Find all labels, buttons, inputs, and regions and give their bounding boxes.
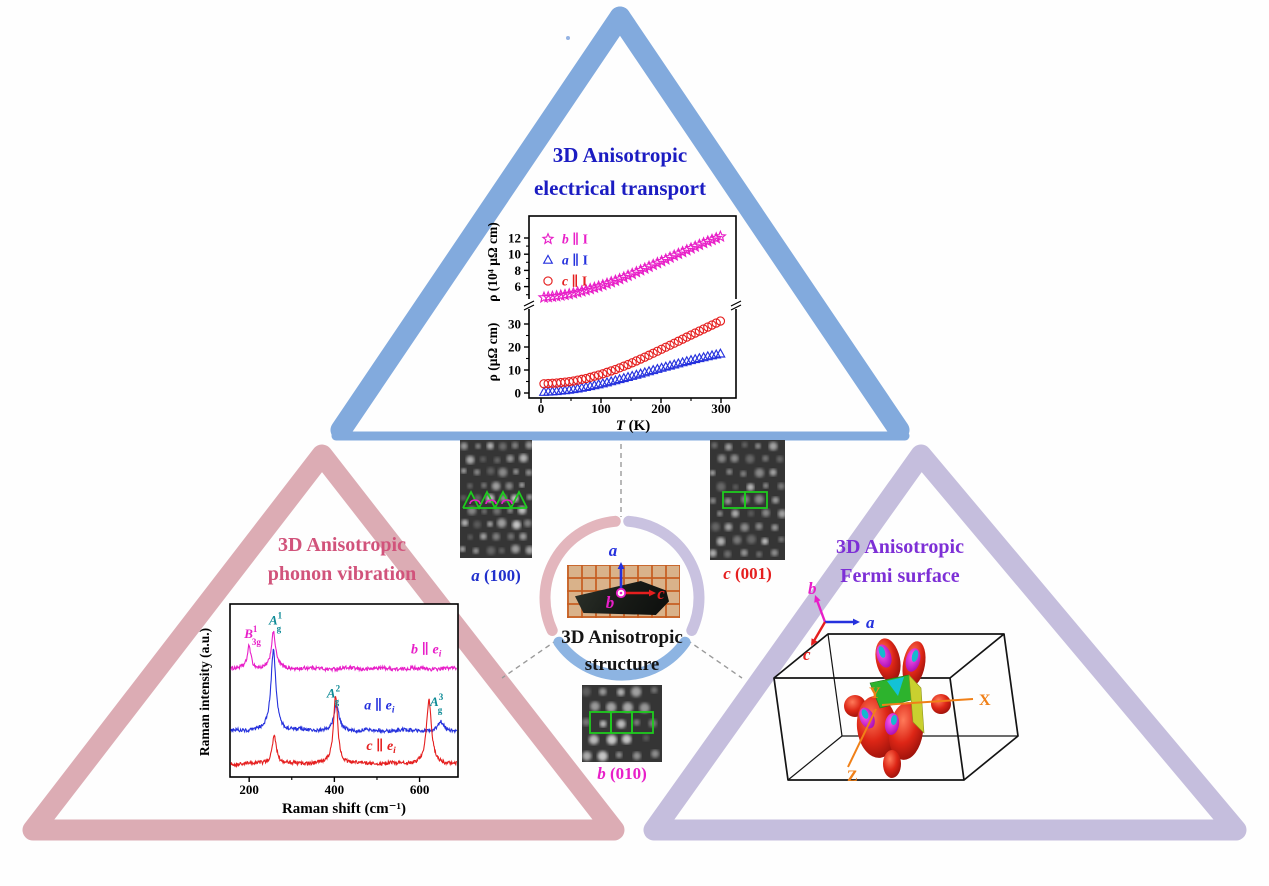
bz-x-axis-line [881,698,974,706]
transport-chart: 01002003006810120102030ρ (10⁴ μΩ cm)ρ (μ… [488,215,742,434]
raman-chart: 200 400 600 Raman shift (cm⁻¹) Raman intensi… [197,603,459,817]
right-title-line1: 3D Anisotropic [836,536,964,558]
svg-text:A3g: A3 g [429,692,444,715]
svg-text:c ∥ I: c ∥ I [562,274,587,289]
svg-text:A1g: A1 g [268,610,283,633]
bz-axes: X Y Z [847,685,991,785]
bz-z-label: Z [847,768,858,785]
svg-text:20: 20 [508,340,521,355]
tem-image-a100 [460,440,532,558]
dashed-connector-lower-right [686,639,743,679]
svg-text:6: 6 [515,279,522,294]
axis-c-label: c [803,645,811,664]
tem-lattice [710,440,785,560]
right-panel-title: 3D Anisotropic Fermi surface [750,533,1050,591]
left-title-line2: phonon vibration [267,563,417,585]
svg-text:400: 400 [325,782,345,797]
svg-text:c ∥ ei: c ∥ ei [366,738,396,756]
svg-text:0: 0 [538,401,545,416]
right-triangle [643,444,1247,841]
tem-label-b010-letter: b [597,764,606,783]
svg-text:a ∥ ei: a ∥ ei [364,697,395,715]
fermi-surface-blobs [844,638,951,778]
tem-lattice [460,440,532,558]
svg-text:T (K): T (K) [616,418,651,434]
svg-text:100: 100 [591,401,611,416]
svg-text:12: 12 [508,231,521,246]
crystal-axes-overlay: a c b [606,541,665,612]
center-title-line1: 3D Anisotropic [561,627,683,648]
svg-text:Raman shift (cm⁻¹): Raman shift (cm⁻¹) [282,801,406,817]
center-ring-blue-arc [553,636,691,681]
svg-text:b ∥ ei: b ∥ ei [411,641,442,659]
svg-text:200: 200 [651,401,671,416]
tem-label-c001: c (001) [700,564,795,584]
fermi-surface-figure: X Y Z b a c [773,579,1019,785]
tem-label-c001-letter: c [723,564,731,583]
svg-text:300: 300 [711,401,731,416]
center-ring-pink-arc [539,515,621,636]
svg-text:200: 200 [239,782,258,797]
tem-label-b010-plane: (010) [605,764,647,783]
svg-text:600: 600 [410,782,430,797]
svg-text:ρ (10⁴ μΩ cm): ρ (10⁴ μΩ cm) [488,222,500,302]
dashed-connector-lower-left [501,639,558,679]
svg-text:30: 30 [508,317,521,332]
bz-x-label: X [979,692,991,709]
crystal-axis-c-label: c [657,584,665,603]
tem-label-a100-plane: (100) [479,566,521,585]
svg-text:10: 10 [508,247,521,262]
tem-label-c001-plane: (001) [730,564,772,583]
top-triangle-right-side [609,6,910,441]
unit-cell-overlay-a100 [462,489,528,511]
bz-z-axis-line [847,708,877,768]
svg-text:0: 0 [515,386,522,401]
svg-text:b ∥ I: b ∥ I [562,232,588,247]
top-triangle-left-side [330,6,631,441]
left-triangle [22,444,625,841]
center-ring-lavender-arc [623,515,705,636]
tem-lattice [582,685,662,762]
svg-text:Raman intensity (a.u.): Raman intensity (a.u.) [197,628,212,756]
svg-text:ρ (μΩ cm): ρ (μΩ cm) [488,323,500,382]
stray-artifact-dot [566,36,570,40]
unit-cell-overlay-b010 [589,711,654,734]
center-title-line2: structure [584,654,660,675]
axis-a-label: a [866,613,875,632]
crystal-axis-b-dot [619,591,623,595]
axis-b-label: b [808,579,817,598]
unit-cell-overlay-c001 [722,491,768,509]
top-title-line1: 3D Anisotropic [552,143,688,167]
center-title: 3D Anisotropic structure [520,624,724,678]
svg-text:10: 10 [508,363,521,378]
tem-label-b010: b (010) [572,764,672,784]
tem-image-c001 [710,440,785,560]
tem-label-a100-letter: a [471,566,480,585]
tem-label-a100: a (100) [450,566,542,586]
crystal-axes-triad: b a c [803,579,875,664]
svg-text:a ∥ I: a ∥ I [562,253,588,268]
top-title-line2: electrical transport [533,176,706,200]
svg-text:A2g: A2 g [326,684,341,707]
crystal-axis-a-label: a [609,541,618,560]
svg-text:8: 8 [515,263,522,278]
left-panel-title: 3D Anisotropic phonon vibration [192,531,492,589]
crystal-axis-b-label: b [606,593,615,612]
brillouin-zone-box [773,633,1019,781]
top-panel-title: 3D Anisotropic electrical transport [470,139,770,205]
right-title-line2: Fermi surface [840,565,960,587]
left-title-line1: 3D Anisotropic [278,534,406,556]
tem-image-b010 [582,685,662,762]
bz-y-label: Y [869,685,881,702]
